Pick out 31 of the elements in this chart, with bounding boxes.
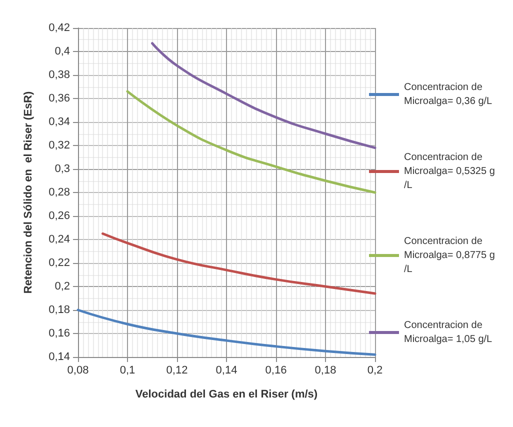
y-tick-label: 0,28 <box>48 186 70 198</box>
line-series <box>151 42 376 150</box>
y-tick-label: 0,3 <box>54 163 70 175</box>
y-tick-label: 0,42 <box>48 22 70 34</box>
y-axis-title: Retencion del Sólido en el Riser (EsR) <box>22 91 34 294</box>
line-series <box>126 90 376 194</box>
legend-label: Concentracion de Microalga= 0,8775 g/L <box>404 236 495 275</box>
legend-label: Concentracion de Microalga= 0,5325 g/L <box>404 152 495 191</box>
line-series <box>102 232 376 295</box>
legend-label: Concentracion de Microalga= 1,05 g/L <box>404 320 493 345</box>
legend-label: Concentracion de Microalga= 0,36 g/L <box>404 82 493 107</box>
x-axis-title: Velocidad del Gas en el Riser (m/s) <box>135 388 318 400</box>
x-tick-label: 0,2 <box>367 364 383 376</box>
y-tick-label: 0,34 <box>48 116 70 128</box>
y-tick-label: 0,2 <box>54 280 70 292</box>
x-tick-label: 0,08 <box>67 364 89 376</box>
x-tick-label: 0,12 <box>166 364 188 376</box>
y-tick-label: 0,18 <box>48 304 70 316</box>
x-tick-label: 0,1 <box>120 364 136 376</box>
y-tick-label: 0,14 <box>48 351 70 363</box>
x-tick-label: 0,14 <box>216 364 238 376</box>
x-tick-label: 0,16 <box>265 364 287 376</box>
y-tick-label: 0,36 <box>48 92 70 104</box>
y-tick-label: 0,24 <box>48 234 70 246</box>
y-tick-label: 0,26 <box>48 210 70 222</box>
y-tick-label: 0,38 <box>48 69 70 81</box>
y-tick-label: 0,4 <box>54 46 70 58</box>
y-tick-label: 0,32 <box>48 140 70 152</box>
y-tick-label: 0,16 <box>48 328 70 340</box>
y-tick-label: 0,22 <box>48 257 70 269</box>
x-tick-label: 0,18 <box>314 364 336 376</box>
